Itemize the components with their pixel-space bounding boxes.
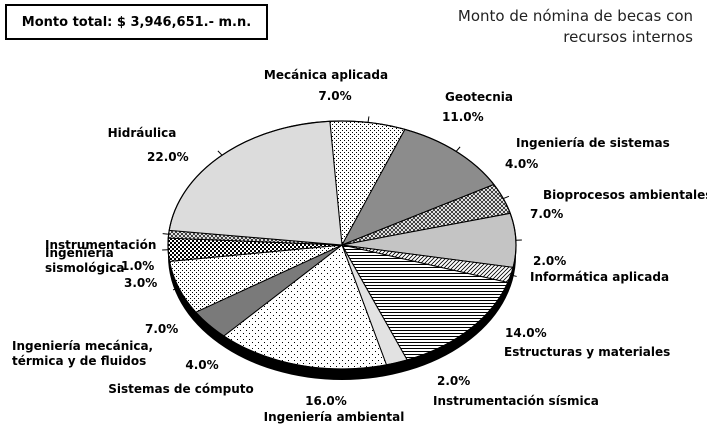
slice-percent-ingenieria-ambiental: 16.0%	[305, 394, 347, 408]
leader-ingenieria-de-sistemas	[503, 195, 510, 200]
slice-percent-ingenieria-sismologica: 3.0%	[124, 276, 157, 290]
slice-label-ingenieria-mecanica-termica-y-de-fluidos: Ingeniería mecánica, térmica y de fluidos	[12, 339, 153, 368]
leader-mecanica-aplicada	[367, 116, 370, 123]
slice-percent-informatica-aplicada: 2.0%	[533, 254, 566, 268]
slice-label-geotecnia: Geotecnia	[445, 90, 513, 104]
slice-percent-bioprocesos-ambientales: 7.0%	[530, 207, 563, 221]
total-amount-box: Monto total: $ 3,946,651.- m.n.	[5, 4, 268, 40]
leader-estructuras-y-materiales	[469, 328, 475, 334]
slice-percent-hidraulica: 22.0%	[147, 150, 189, 164]
slice-label-ingenieria-sismologica: Ingeniería sismológica	[45, 246, 124, 275]
slice-label-ingenieria-de-sistemas: Ingeniería de sistemas	[516, 136, 670, 150]
slice-label-instrumentacion-sismica: Instrumentación sísmica	[433, 394, 599, 408]
slice-label-mecanica-aplicada: Mecánica aplicada	[264, 68, 388, 82]
pie-outline	[167, 120, 517, 370]
slice-percent-ingenieria-de-sistemas: 4.0%	[505, 157, 538, 171]
slice-label-ingenieria-ambiental: Ingeniería ambiental	[264, 410, 405, 424]
slice-label-hidraulica: Hidráulica	[108, 126, 177, 140]
slice-percent-instrumentacion: 1.0%	[121, 259, 154, 273]
slice-percent-geotecnia: 11.0%	[442, 110, 484, 124]
leader-geotecnia	[455, 146, 461, 152]
slice-percent-ingenieria-mecanica-termica-y-de-fluidos: 7.0%	[145, 322, 178, 336]
chart-title-line-2: recursos internos	[563, 28, 693, 46]
chart-title: Monto de nómina de becas con recursos in…	[373, 6, 693, 48]
pie-slice-hidraulica	[168, 120, 343, 246]
leader-sistemas-de-computo	[203, 324, 210, 329]
slice-label-informatica-aplicada: Informática aplicada	[530, 270, 669, 284]
slice-label-bioprocesos-ambientales: Bioprocesos ambientales	[543, 188, 707, 202]
slice-percent-mecanica-aplicada: 7.0%	[318, 89, 351, 103]
total-amount-label: Monto total: $ 3,946,651.- m.n.	[21, 14, 252, 30]
leader-informatica-aplicada	[510, 274, 517, 277]
slice-percent-instrumentacion-sismica: 2.0%	[437, 374, 470, 388]
slice-label-instrumentacion: Instrumentación	[45, 238, 156, 252]
leader-hidraulica	[217, 150, 223, 156]
leader-ingenieria-mecanica-termica-y-de-fluidos	[172, 287, 179, 291]
leader-ingenieria-ambiental	[297, 365, 301, 372]
slice-label-sistemas-de-computo: Sistemas de cómputo	[108, 382, 254, 396]
leader-instrumentacion	[162, 233, 169, 235]
chart-title-line-1: Monto de nómina de becas con	[457, 7, 693, 25]
slice-percent-sistemas-de-computo: 4.0%	[185, 358, 218, 372]
slice-percent-estructuras-y-materiales: 14.0%	[505, 326, 547, 340]
leader-instrumentacion-sismica	[396, 362, 400, 369]
slice-label-estructuras-y-materiales: Estructuras y materiales	[504, 345, 670, 359]
